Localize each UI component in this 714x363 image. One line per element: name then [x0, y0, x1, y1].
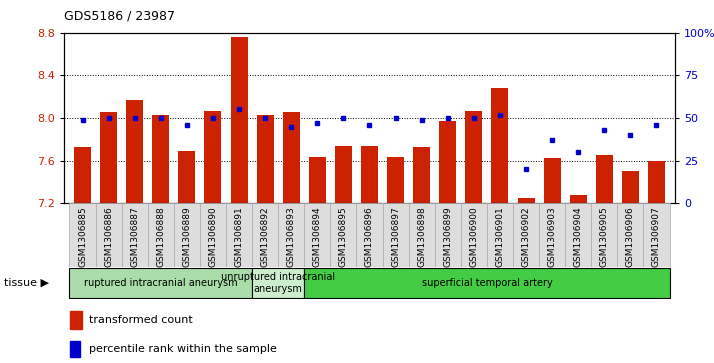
Text: GDS5186 / 23987: GDS5186 / 23987	[64, 9, 175, 22]
Text: GSM1306885: GSM1306885	[78, 207, 87, 267]
Text: tissue ▶: tissue ▶	[4, 278, 49, 288]
Bar	[148, 203, 174, 267]
Text: GSM1306886: GSM1306886	[104, 207, 113, 267]
Text: GSM1306893: GSM1306893	[287, 207, 296, 267]
Bar	[304, 269, 670, 298]
Bar	[618, 203, 643, 267]
Bar	[121, 203, 148, 267]
Bar	[304, 203, 331, 267]
Text: GSM1306896: GSM1306896	[365, 207, 374, 267]
Bar	[331, 203, 356, 267]
Text: transformed count: transformed count	[89, 315, 193, 325]
Bar	[356, 203, 383, 267]
Text: GSM1306906: GSM1306906	[626, 207, 635, 267]
Bar	[152, 115, 169, 203]
Text: unruptured intracranial
aneurysm: unruptured intracranial aneurysm	[221, 272, 336, 294]
Bar	[361, 146, 378, 203]
Bar	[518, 198, 535, 203]
Bar	[256, 115, 273, 203]
Text: GSM1306902: GSM1306902	[521, 207, 531, 267]
Text: superficial temporal artery: superficial temporal artery	[421, 278, 552, 288]
Bar	[252, 269, 304, 298]
Text: GSM1306889: GSM1306889	[182, 207, 191, 267]
Bar	[648, 161, 665, 203]
Bar	[539, 203, 565, 267]
Text: GSM1306898: GSM1306898	[417, 207, 426, 267]
Bar	[126, 100, 144, 203]
Bar	[96, 203, 121, 267]
Text: GSM1306891: GSM1306891	[235, 207, 243, 267]
Bar	[466, 110, 483, 203]
Bar	[69, 269, 252, 298]
Bar	[408, 203, 435, 267]
Bar	[387, 158, 404, 203]
Bar	[200, 203, 226, 267]
Bar	[643, 203, 670, 267]
Text: GSM1306900: GSM1306900	[469, 207, 478, 267]
Bar	[487, 203, 513, 267]
Bar	[100, 111, 117, 203]
Bar	[595, 155, 613, 203]
Bar	[461, 203, 487, 267]
Text: GSM1306901: GSM1306901	[496, 207, 504, 267]
Bar	[570, 195, 587, 203]
Bar	[591, 203, 618, 267]
Text: GSM1306907: GSM1306907	[652, 207, 661, 267]
Bar	[543, 159, 560, 203]
Bar	[383, 203, 408, 267]
Text: GSM1306905: GSM1306905	[600, 207, 609, 267]
Bar	[513, 203, 539, 267]
Text: GSM1306887: GSM1306887	[130, 207, 139, 267]
Bar	[622, 171, 639, 203]
Bar	[178, 151, 196, 203]
Bar	[71, 341, 80, 357]
Text: GSM1306890: GSM1306890	[208, 207, 218, 267]
Text: GSM1306892: GSM1306892	[261, 207, 270, 267]
Text: GSM1306899: GSM1306899	[443, 207, 452, 267]
Bar	[204, 110, 221, 203]
Text: ruptured intracranial aneurysm: ruptured intracranial aneurysm	[84, 278, 238, 288]
Bar	[226, 203, 252, 267]
Bar	[231, 37, 248, 203]
Bar	[283, 111, 300, 203]
Text: GSM1306904: GSM1306904	[574, 207, 583, 267]
Text: GSM1306895: GSM1306895	[339, 207, 348, 267]
Bar	[439, 121, 456, 203]
Bar	[69, 203, 96, 267]
Text: GSM1306897: GSM1306897	[391, 207, 400, 267]
Bar	[174, 203, 200, 267]
Bar	[278, 203, 304, 267]
Text: GSM1306888: GSM1306888	[156, 207, 165, 267]
Bar	[565, 203, 591, 267]
Bar	[252, 203, 278, 267]
Bar	[335, 146, 352, 203]
Bar	[491, 88, 508, 203]
Text: percentile rank within the sample: percentile rank within the sample	[89, 344, 277, 354]
Bar	[309, 158, 326, 203]
Bar	[413, 147, 430, 203]
Bar	[435, 203, 461, 267]
Bar	[71, 310, 81, 329]
Bar	[74, 147, 91, 203]
Text: GSM1306903: GSM1306903	[548, 207, 557, 267]
Text: GSM1306894: GSM1306894	[313, 207, 322, 267]
